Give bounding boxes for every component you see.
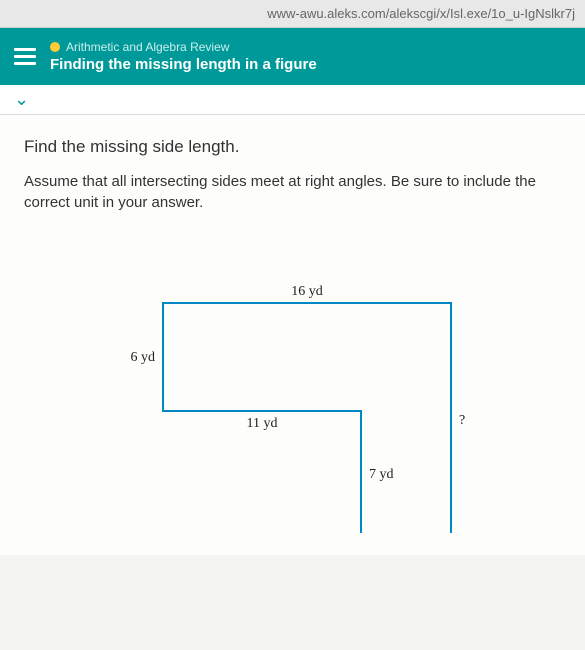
figure-svg: 16 yd6 yd11 yd7 yd5 yd? bbox=[103, 273, 483, 533]
label-left: 6 yd bbox=[130, 350, 155, 365]
figure-outline bbox=[163, 303, 451, 533]
toggle-bar: ⌄ bbox=[0, 85, 585, 115]
app-header: Arithmetic and Algebra Review Finding th… bbox=[0, 28, 585, 85]
label-inner-bottom: 11 yd bbox=[246, 416, 277, 431]
header-category: Arithmetic and Algebra Review bbox=[50, 40, 317, 54]
menu-icon[interactable] bbox=[14, 48, 36, 65]
label-inner-right: 7 yd bbox=[369, 467, 394, 482]
category-label: Arithmetic and Algebra Review bbox=[66, 40, 229, 54]
header-title: Finding the missing length in a figure bbox=[50, 56, 317, 73]
chevron-down-icon[interactable]: ⌄ bbox=[14, 89, 29, 109]
problem-prompt: Find the missing side length. bbox=[24, 137, 561, 157]
status-dot-icon bbox=[50, 42, 60, 52]
url-text: www-awu.aleks.com/alekscgi/x/Isl.exe/1o_… bbox=[267, 6, 575, 21]
label-missing: ? bbox=[459, 413, 465, 428]
figure-container: 16 yd6 yd11 yd7 yd5 yd? bbox=[24, 253, 561, 533]
problem-content: Find the missing side length. Assume tha… bbox=[0, 115, 585, 555]
header-text: Arithmetic and Algebra Review Finding th… bbox=[50, 40, 317, 73]
problem-instruction: Assume that all intersecting sides meet … bbox=[24, 171, 561, 213]
url-bar: www-awu.aleks.com/alekscgi/x/Isl.exe/1o_… bbox=[0, 0, 585, 28]
label-top: 16 yd bbox=[291, 284, 323, 299]
